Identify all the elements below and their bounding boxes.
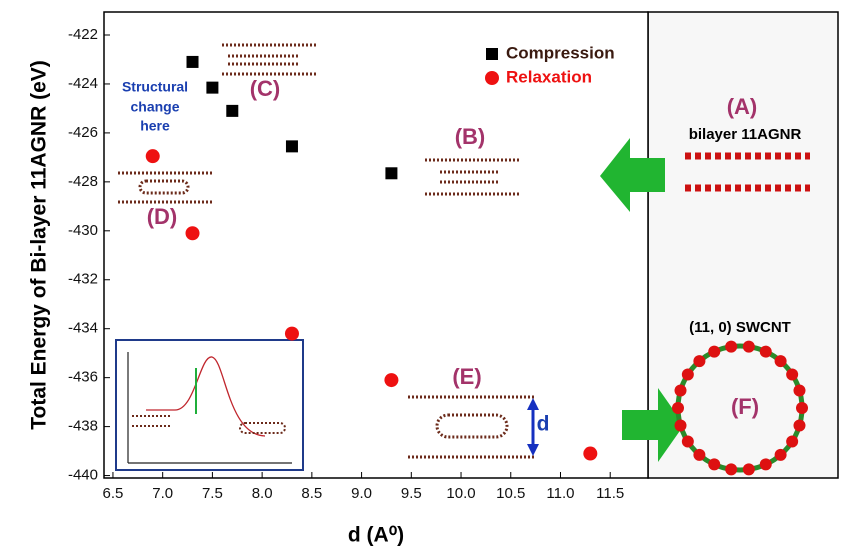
y-tick-label: -428 — [68, 173, 98, 190]
atom — [742, 340, 755, 353]
x-tick-label: 11.5 — [596, 485, 624, 502]
nanotube-atoms — [672, 340, 808, 476]
atom — [774, 448, 787, 461]
y-axis-label: Total Energy of Bi-layer 11AGNR (eV) — [28, 60, 51, 430]
atom — [786, 368, 799, 381]
point — [186, 55, 199, 68]
atom — [708, 458, 721, 471]
x-axis-label: d (A⁰) — [348, 524, 404, 547]
atom — [759, 458, 772, 471]
point — [385, 167, 398, 180]
x-tick-label: 7.5 — [202, 485, 223, 502]
inset-tube — [239, 422, 286, 434]
atom — [681, 435, 694, 448]
x-tick-label: 8.0 — [252, 485, 273, 502]
atom — [672, 402, 684, 414]
atom — [693, 355, 706, 368]
point — [284, 326, 299, 341]
d-arrow-head — [527, 398, 539, 410]
annotation: (B) — [455, 124, 486, 149]
atom — [693, 448, 706, 461]
annotation: (C) — [250, 76, 281, 101]
annotation: (F) — [731, 394, 759, 419]
y-tick-label: -436 — [68, 369, 98, 386]
legend-label: Compression — [506, 43, 615, 62]
x-tick-label: 9.5 — [401, 485, 422, 502]
point — [206, 81, 219, 94]
tube — [435, 413, 509, 439]
y-tick-label: -438 — [68, 418, 98, 435]
annotation: (11, 0) SWCNT — [689, 319, 791, 336]
annotation: here — [140, 118, 170, 134]
structure-sketches — [118, 43, 810, 459]
point — [145, 149, 160, 164]
x-tick-label: 8.5 — [301, 485, 322, 502]
atom — [796, 402, 808, 414]
legend-label: Relaxation — [506, 67, 592, 86]
annotation: bilayer 11AGNR — [689, 126, 802, 143]
point — [384, 373, 399, 388]
point — [583, 446, 598, 461]
green-arrow — [622, 388, 684, 462]
legend-marker — [485, 71, 499, 85]
y-tick-label: -426 — [68, 124, 98, 141]
d-arrow-head — [527, 444, 539, 456]
legend-marker — [486, 48, 498, 60]
x-tick-label: 11.0 — [546, 485, 574, 502]
annotation: Structural — [122, 79, 188, 95]
atom — [774, 355, 787, 368]
atom — [793, 419, 806, 432]
atom — [759, 345, 772, 358]
tube — [138, 179, 190, 195]
y-tick-label: -430 — [68, 222, 98, 239]
point — [285, 140, 298, 153]
annotation: change — [130, 99, 179, 115]
y-tick-label: -424 — [68, 75, 98, 92]
inset-frame — [115, 339, 304, 471]
atom — [708, 345, 721, 358]
annotation: d — [537, 413, 550, 436]
inset-curve — [146, 356, 266, 437]
y-tick-label: -432 — [68, 271, 98, 288]
atom — [674, 419, 687, 432]
annotation: (D) — [147, 204, 178, 229]
atom — [674, 384, 687, 397]
x-tick-label: 7.0 — [152, 485, 173, 502]
atom — [725, 463, 738, 476]
atom — [793, 384, 806, 397]
annotation: (E) — [452, 364, 481, 389]
point — [185, 226, 200, 241]
x-tick-label: 10.5 — [496, 485, 525, 502]
green-arrow — [600, 138, 665, 212]
inset — [115, 339, 304, 471]
y-tick-label: -434 — [68, 320, 98, 337]
atom — [725, 340, 738, 353]
annotation: (A) — [727, 94, 758, 119]
y-tick-label: -440 — [68, 467, 98, 484]
atom — [742, 463, 755, 476]
y-tick-label: -422 — [68, 26, 98, 43]
x-tick-label: 6.5 — [103, 485, 124, 502]
atom — [786, 435, 799, 448]
x-tick-label: 10.0 — [446, 485, 475, 502]
point — [226, 104, 239, 117]
x-tick-label: 9.0 — [351, 485, 372, 502]
atom — [681, 368, 694, 381]
